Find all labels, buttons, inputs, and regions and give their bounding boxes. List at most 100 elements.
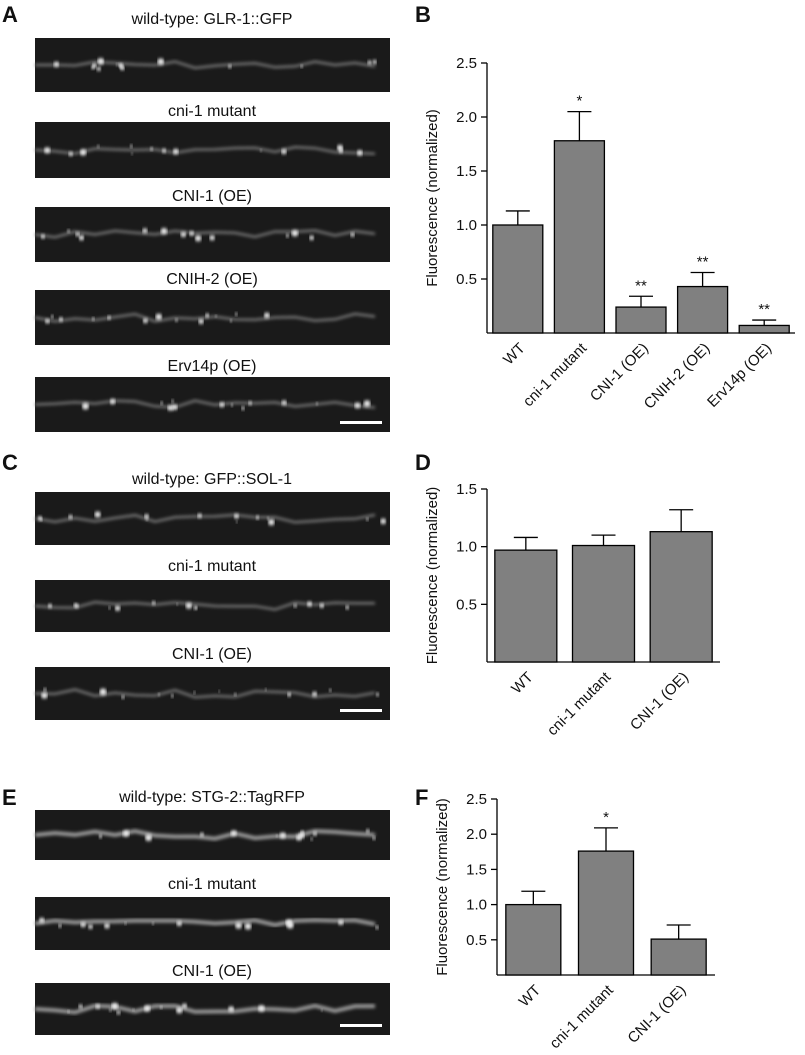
puncta [91,317,95,321]
scale-bar [340,1024,382,1027]
y-axis-title: Fluorescence (normalized) [424,487,441,665]
puncta [96,145,100,148]
puncta [219,402,225,408]
puncta [122,830,130,837]
neurite [34,918,376,928]
puncta [307,601,313,607]
puncta [108,606,111,610]
puncta [356,150,363,156]
puncta [244,922,252,930]
puncta [155,313,162,321]
puncta [182,1003,188,1009]
puncta [365,517,369,521]
micrograph [35,810,390,860]
puncta [160,227,168,235]
y-tick-label: 1.0 [456,539,477,556]
puncta [350,232,355,237]
puncta [124,922,127,925]
puncta [198,318,204,325]
puncta [372,836,376,840]
y-tick-label: 0.5 [466,932,487,949]
bar [505,903,562,976]
puncta [281,148,287,155]
puncta [78,235,85,241]
scale-bar [340,709,382,712]
micrograph [35,667,390,720]
puncta [291,229,299,237]
puncta [162,148,167,153]
puncta [315,402,319,406]
puncta [43,688,47,692]
puncta [209,235,215,241]
puncta [279,832,286,839]
puncta [109,398,116,405]
significance: ** [697,254,709,271]
puncta [285,233,290,238]
puncta [234,312,238,316]
puncta [185,602,193,609]
puncta [218,690,221,693]
puncta [108,1008,112,1012]
image-caption: cni-1 mutant [168,876,257,893]
x-tick-label: Erv14p (OE) [704,340,775,411]
x-tick-label: CNI-1 (OE) [627,669,692,734]
puncta [255,515,260,520]
y-tick-label: 1.5 [456,481,477,498]
puncta [176,1007,183,1014]
bar [650,938,707,976]
puncta [228,1006,235,1013]
x-tick-label: WT [500,340,529,369]
puncta [67,1010,70,1013]
puncta [233,693,237,696]
scale-bar [340,421,382,424]
y-tick-label: 0.5 [456,271,477,288]
y-tick-label: 0.5 [456,596,477,613]
bar [615,306,667,334]
puncta [172,148,179,155]
puncta [258,1005,265,1012]
puncta [151,922,155,925]
puncta [80,921,86,928]
y-tick-label: 1.0 [456,217,477,234]
puncta [41,692,48,699]
puncta [293,604,297,608]
puncta [300,830,305,835]
y-tick-label: 2.0 [466,826,487,843]
puncta [248,401,253,406]
puncta [264,688,267,691]
puncta [78,1004,83,1009]
y-tick-label: 2.0 [456,109,477,126]
y-tick-label: 1.0 [466,897,487,914]
puncta [235,922,242,929]
y-axis-title: Fluorescence (normalized) [434,798,451,976]
puncta [170,694,174,698]
puncta [50,315,54,319]
puncta [176,603,179,606]
puncta [171,404,178,410]
image-caption: CNIH-2 (OE) [166,271,258,288]
puncta [189,231,194,236]
puncta [319,603,325,608]
puncta [82,402,89,410]
puncta [142,228,148,234]
panel-letter: A [2,2,18,27]
puncta [309,235,314,241]
puncta [275,834,278,837]
x-tick-label: cni-1 mutant [546,981,617,1050]
puncta [228,64,232,69]
puncta [131,152,134,155]
puncta [121,695,125,699]
puncta [40,518,43,521]
puncta [44,147,51,154]
puncta [375,692,380,697]
puncta [150,147,154,151]
puncta [91,65,95,70]
panel-letter: F [415,785,428,810]
puncta [300,64,304,68]
puncta [97,58,105,65]
puncta [230,403,234,407]
puncta [312,691,318,697]
x-tick-label: cni-1 mutant [544,668,615,739]
puncta [375,925,379,930]
